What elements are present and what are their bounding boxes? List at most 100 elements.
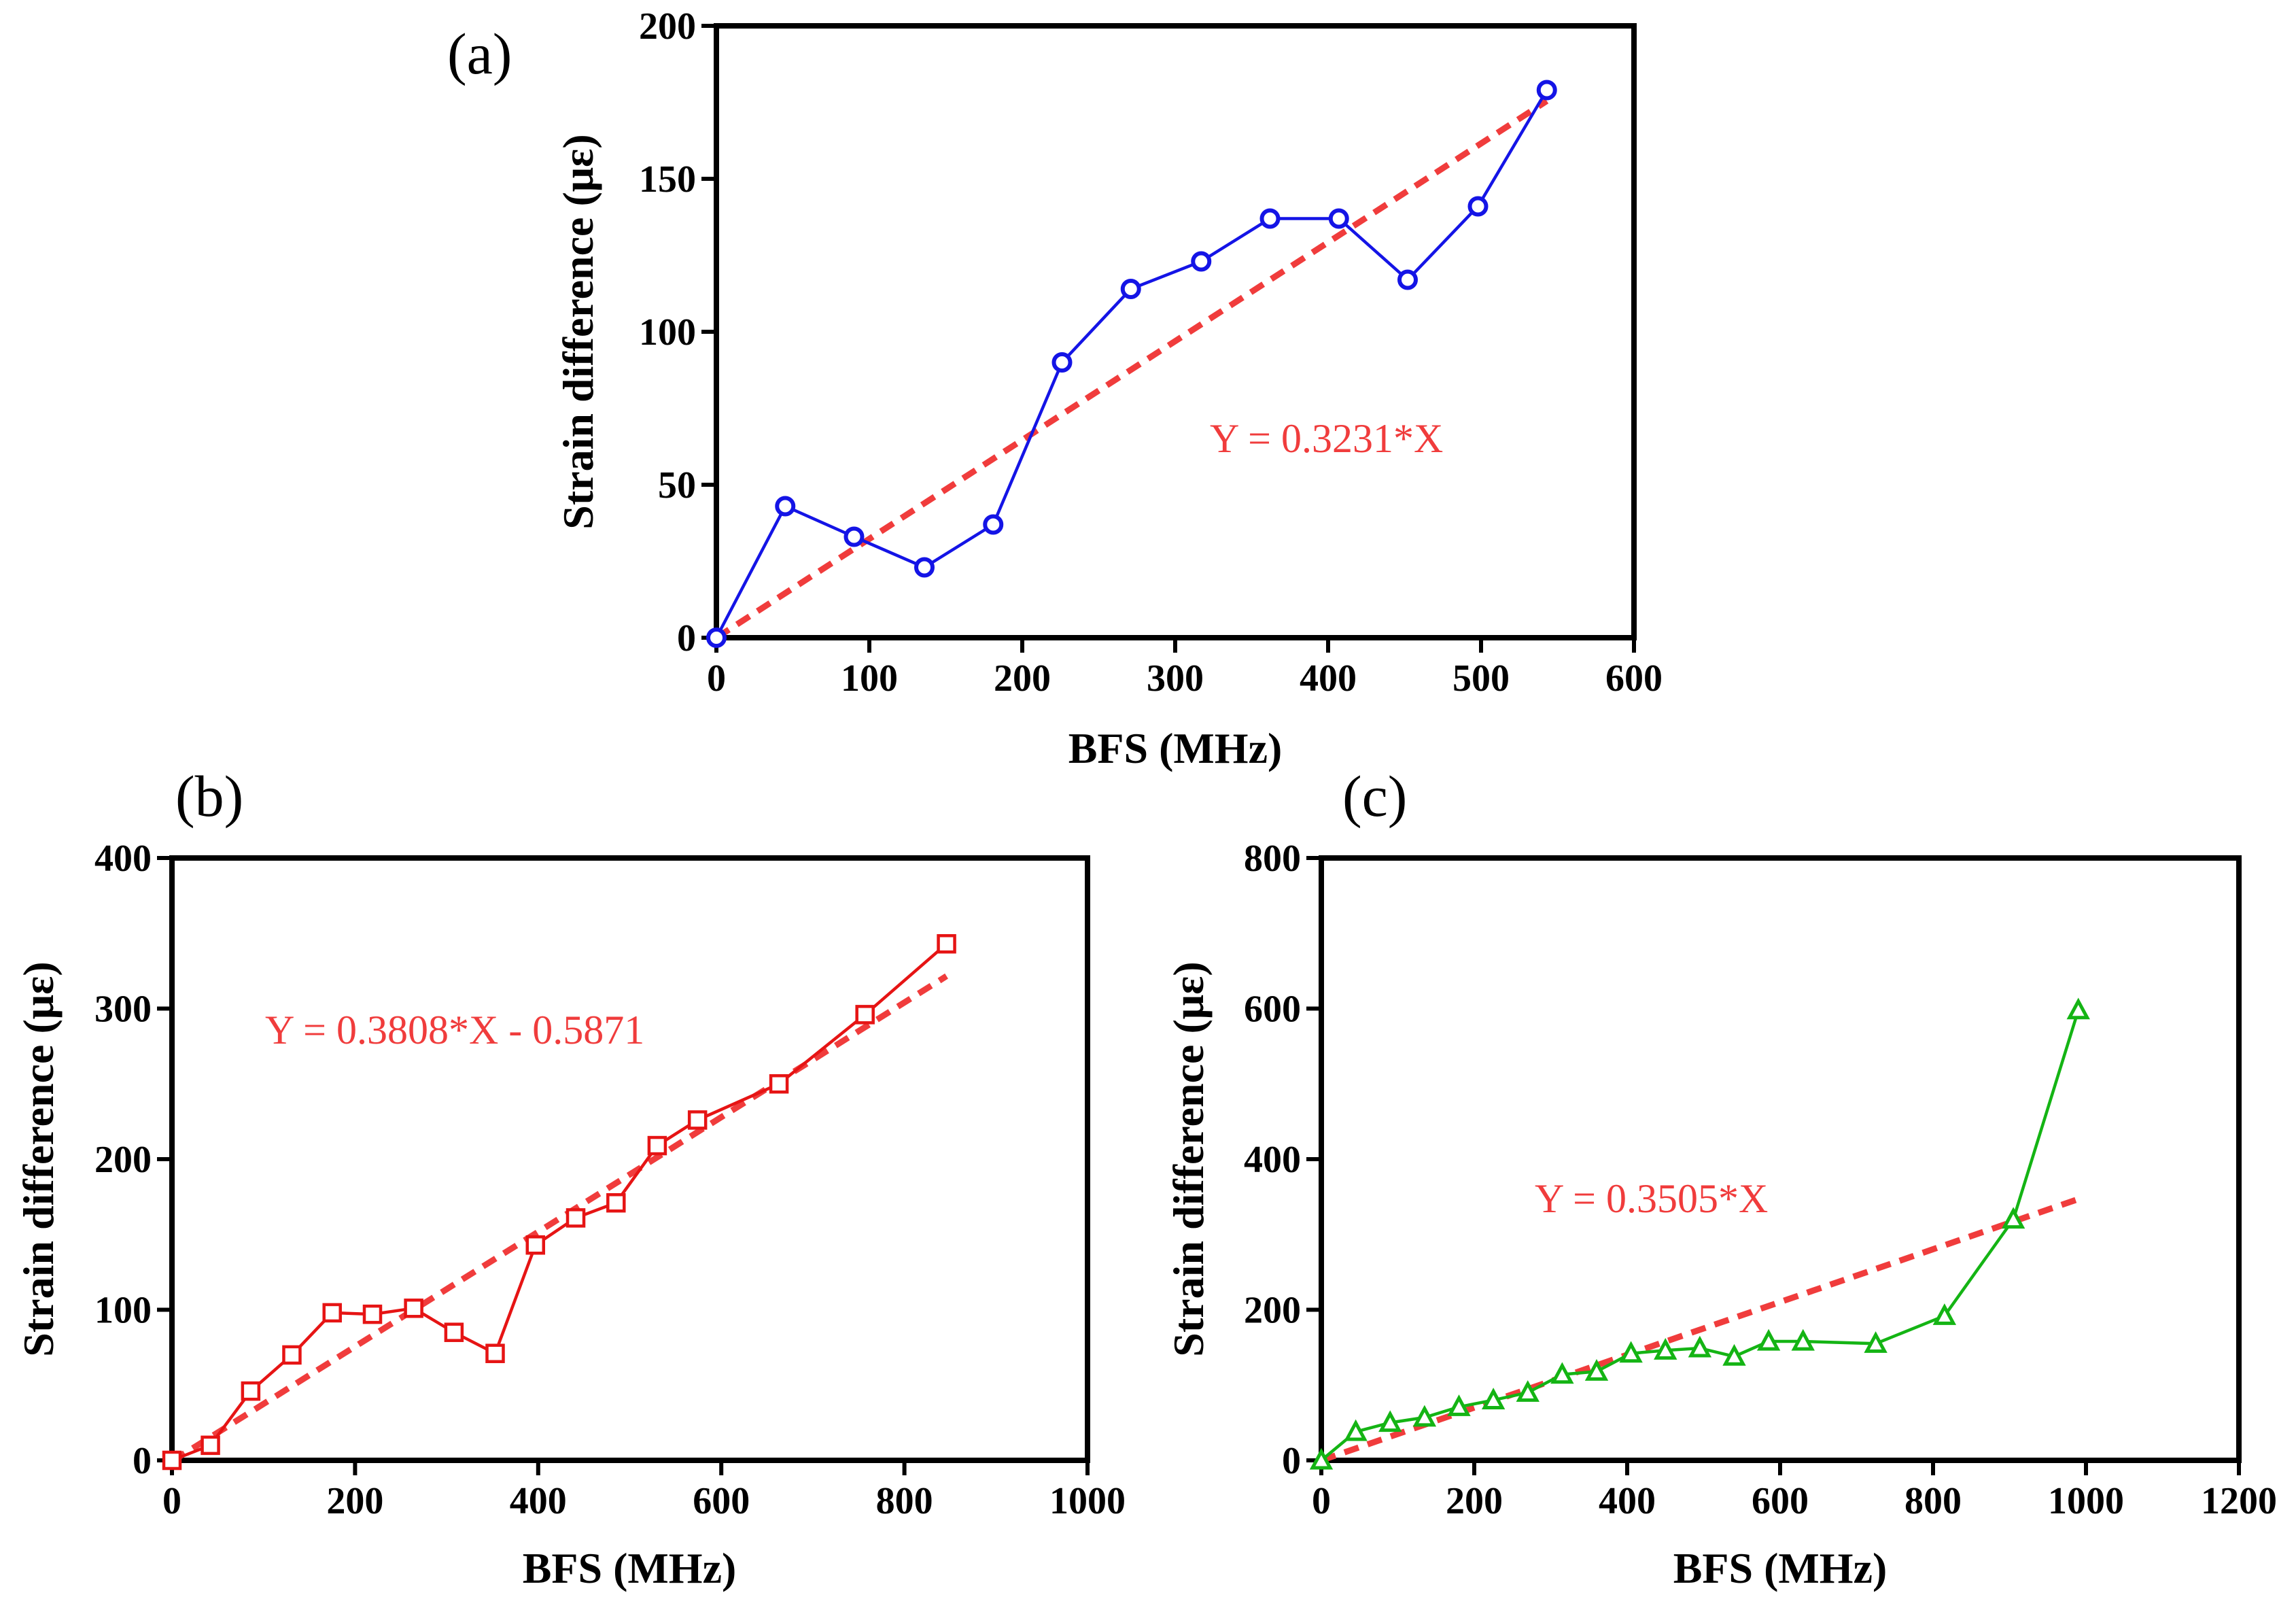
data-point — [1722, 1343, 1746, 1366]
y-tick-label: 200 — [639, 5, 696, 48]
data-point — [775, 496, 796, 517]
data-point — [1120, 279, 1141, 299]
data-point — [1309, 1447, 1334, 1470]
x-tick-label: 1200 — [2201, 1480, 2277, 1522]
y-tick-label: 300 — [94, 989, 152, 1031]
x-tick-label: 800 — [1904, 1480, 1962, 1522]
data-point — [1756, 1328, 1781, 1351]
panel-label: (c) — [1342, 763, 1407, 829]
x-tick-label: 600 — [1752, 1480, 1809, 1522]
y-tick-label: 50 — [658, 464, 696, 506]
data-point — [769, 1074, 789, 1094]
data-point — [1619, 1341, 1643, 1363]
data-point — [1584, 1359, 1609, 1381]
y-tick-label: 400 — [1244, 1139, 1301, 1181]
x-tick-label: 600 — [1605, 657, 1663, 700]
data-point — [282, 1345, 302, 1365]
x-tick-label: 800 — [876, 1480, 933, 1522]
data-point — [843, 526, 865, 547]
data-point — [855, 1005, 875, 1025]
fit-equation: Y = 0.3808*X - 0.5871 — [265, 1008, 644, 1052]
data-point — [1864, 1331, 1888, 1353]
y-tick-label: 200 — [94, 1139, 152, 1181]
y-tick-label: 0 — [1282, 1440, 1301, 1482]
data-point — [1378, 1410, 1402, 1432]
data-point — [706, 628, 727, 648]
data-point — [362, 1304, 383, 1324]
series-line — [1320, 1010, 2080, 1462]
y-tick-label: 600 — [1244, 989, 1301, 1031]
y-tick-label: 400 — [94, 838, 152, 880]
fit-line — [714, 98, 1549, 640]
data-point — [914, 557, 935, 578]
data-point — [1654, 1338, 1677, 1360]
data-point — [1516, 1380, 1540, 1402]
data-point — [162, 1450, 182, 1471]
data-point — [566, 1208, 586, 1228]
data-point — [1328, 208, 1349, 229]
data-point — [937, 934, 956, 954]
x-axis-label: BFS (MHz) — [1068, 724, 1283, 772]
data-point — [1344, 1419, 1368, 1441]
x-tick-label: 500 — [1453, 657, 1510, 700]
x-axis-label: BFS (MHz) — [1673, 1544, 1888, 1592]
data-point — [983, 514, 1004, 535]
x-tick-label: 200 — [994, 657, 1051, 700]
x-tick-label: 300 — [1147, 657, 1204, 700]
fit-equation: Y = 0.3505*X — [1535, 1176, 1768, 1221]
chart-panel-1: (a) 0 100 200 300 400 500 600 0 50 100 150 200 BFS (M… — [447, 5, 1663, 772]
data-point — [241, 1381, 261, 1401]
x-tick-label: 100 — [841, 657, 898, 700]
data-point — [201, 1435, 220, 1456]
data-point — [1259, 208, 1281, 229]
x-tick-label: 400 — [1300, 657, 1357, 700]
x-tick-label: 1000 — [2048, 1480, 2124, 1522]
fit-line — [170, 973, 948, 1464]
y-tick-label: 100 — [94, 1290, 152, 1332]
x-axis-label: BFS (MHz) — [523, 1544, 737, 1592]
y-tick-label: 800 — [1244, 838, 1301, 880]
fit-equation: Y = 0.3231*X — [1210, 416, 1443, 461]
data-point — [1397, 269, 1418, 290]
x-tick-label: 400 — [1599, 1480, 1656, 1522]
data-point — [687, 1110, 708, 1130]
x-tick-label: 0 — [162, 1480, 181, 1522]
data-point — [322, 1303, 342, 1323]
x-tick-label: 0 — [1312, 1480, 1331, 1522]
data-point — [647, 1135, 667, 1156]
data-point — [606, 1192, 626, 1213]
x-tick-label: 600 — [693, 1480, 750, 1522]
data-point — [1791, 1328, 1815, 1351]
x-tick-label: 400 — [510, 1480, 567, 1522]
data-point — [1536, 80, 1557, 101]
y-axis-label: Strain difference (με) — [1164, 961, 1213, 1356]
data-point — [485, 1343, 505, 1363]
data-point — [2001, 1207, 2025, 1229]
data-point — [2066, 997, 2090, 1020]
panel-label: (a) — [447, 21, 512, 86]
y-tick-label: 0 — [133, 1440, 152, 1482]
plot-frame — [1319, 855, 2242, 1463]
y-tick-label: 150 — [639, 158, 696, 201]
data-point — [1051, 352, 1073, 373]
y-axis-label: Strain difference (με) — [554, 134, 602, 529]
data-point — [1481, 1388, 1506, 1409]
data-point — [1932, 1303, 1957, 1325]
x-tick-label: 0 — [707, 657, 726, 700]
data-point — [1688, 1335, 1712, 1358]
data-point — [1412, 1405, 1437, 1427]
data-point — [1191, 251, 1212, 272]
y-tick-label: 0 — [677, 617, 696, 659]
y-axis-label: Strain difference (με) — [14, 961, 63, 1356]
chart-panel-3: (c) 0 200 400 600 800 1000 1200 0 200 400 600 800 BFS… — [1164, 763, 2277, 1592]
x-tick-label: 200 — [1446, 1480, 1503, 1522]
data-point — [404, 1299, 423, 1318]
y-tick-label: 200 — [1244, 1290, 1301, 1332]
data-point — [525, 1235, 546, 1255]
chart-panel-2: (b) 0 200 400 600 800 1000 0 100 200 300 400 BFS (MH… — [14, 763, 1126, 1592]
x-tick-label: 1000 — [1049, 1480, 1126, 1522]
data-point — [1447, 1394, 1471, 1416]
data-point — [1467, 196, 1489, 217]
data-point — [1550, 1362, 1574, 1384]
